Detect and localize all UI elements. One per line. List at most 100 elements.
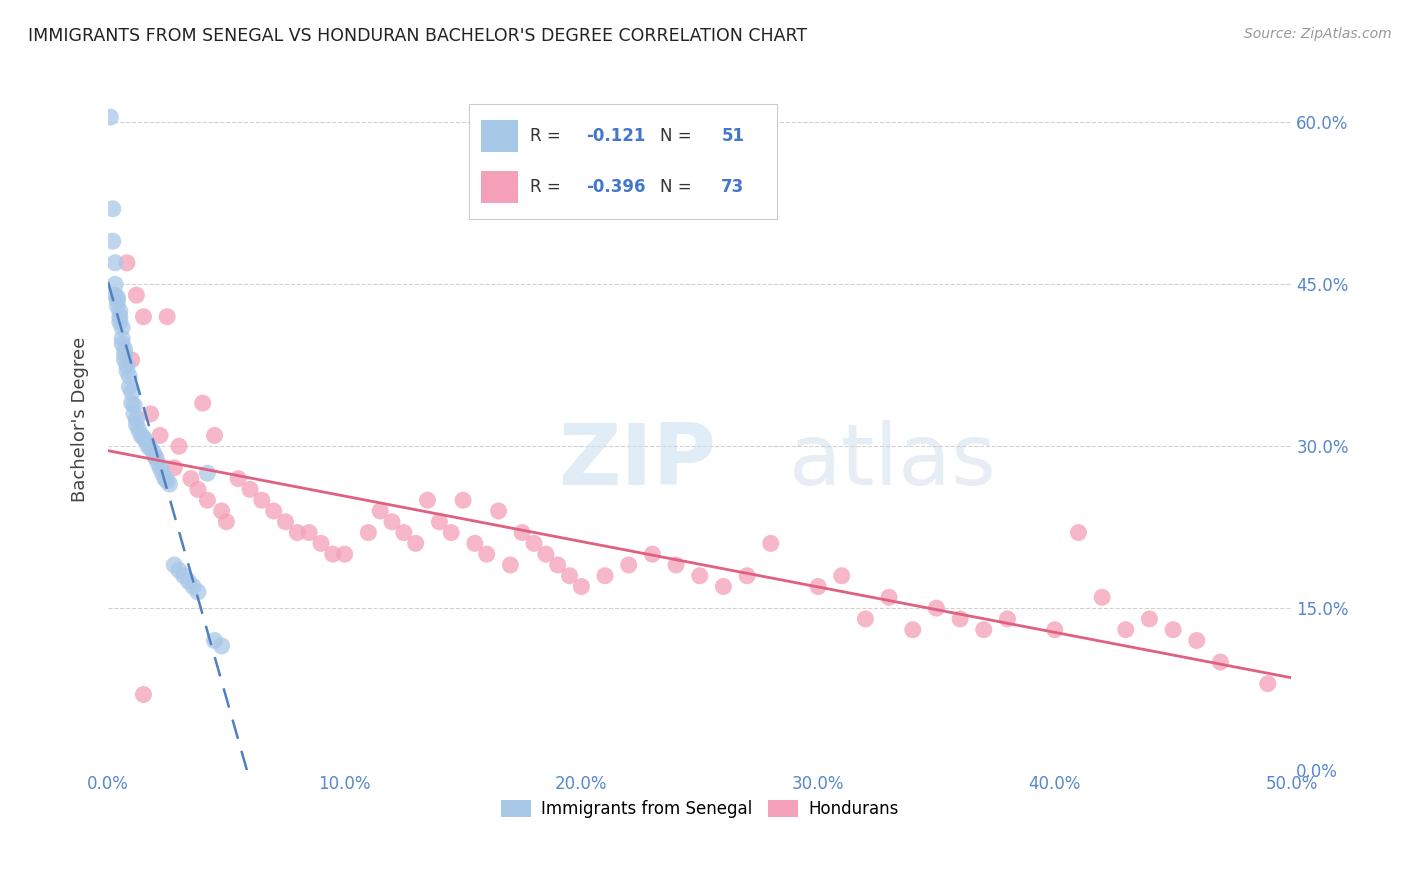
Point <box>263 504 285 518</box>
Point <box>333 547 356 561</box>
Point <box>239 483 262 497</box>
Point <box>107 290 129 304</box>
Point <box>156 474 179 488</box>
Point <box>1115 623 1137 637</box>
Point <box>146 455 169 469</box>
Point <box>104 288 127 302</box>
Point <box>547 558 569 572</box>
Point <box>440 525 463 540</box>
Point <box>108 310 131 324</box>
Point <box>139 442 162 456</box>
Point <box>191 396 214 410</box>
Point <box>153 472 176 486</box>
Point <box>250 493 273 508</box>
Point <box>534 547 557 561</box>
Point <box>111 336 134 351</box>
Point <box>111 320 134 334</box>
Point <box>149 460 172 475</box>
Point <box>136 439 159 453</box>
Point <box>104 277 127 292</box>
Point <box>713 580 735 594</box>
Point <box>121 385 143 400</box>
Point <box>298 525 321 540</box>
Y-axis label: Bachelor's Degree: Bachelor's Degree <box>72 336 89 502</box>
Point <box>101 202 124 216</box>
Point <box>115 256 138 270</box>
Text: IMMIGRANTS FROM SENEGAL VS HONDURAN BACHELOR'S DEGREE CORRELATION CHART: IMMIGRANTS FROM SENEGAL VS HONDURAN BACH… <box>28 27 807 45</box>
Point <box>108 315 131 329</box>
Point <box>368 504 391 518</box>
Point <box>274 515 297 529</box>
Point <box>617 558 640 572</box>
Point <box>132 688 155 702</box>
Point <box>167 563 190 577</box>
Point <box>759 536 782 550</box>
Point <box>204 633 226 648</box>
Point <box>427 515 450 529</box>
Point <box>1139 612 1161 626</box>
Point <box>1161 623 1184 637</box>
Point <box>1067 525 1090 540</box>
Text: atlas: atlas <box>789 420 997 503</box>
Point <box>121 396 143 410</box>
Point <box>167 439 190 453</box>
Point <box>416 493 439 508</box>
Point <box>405 536 427 550</box>
Point <box>641 547 664 561</box>
Point <box>226 472 249 486</box>
Point <box>139 407 162 421</box>
Point <box>114 347 136 361</box>
Point <box>523 536 546 550</box>
Point <box>997 612 1019 626</box>
Point <box>735 568 758 582</box>
Point <box>159 477 181 491</box>
Point <box>111 331 134 345</box>
Point <box>558 568 581 582</box>
Point <box>149 428 172 442</box>
Point <box>125 412 148 426</box>
Point <box>949 612 972 626</box>
Point <box>357 525 380 540</box>
Point <box>1185 633 1208 648</box>
Point <box>1209 655 1232 669</box>
Point <box>901 623 924 637</box>
Point <box>125 417 148 432</box>
Point <box>197 467 219 481</box>
Point <box>187 483 209 497</box>
Point <box>163 558 186 572</box>
Point <box>831 568 853 582</box>
Point <box>807 580 830 594</box>
Point <box>129 428 152 442</box>
Point <box>197 493 219 508</box>
Point <box>118 369 141 384</box>
Point <box>1257 676 1279 690</box>
Legend: Immigrants from Senegal, Hondurans: Immigrants from Senegal, Hondurans <box>494 793 905 825</box>
Point <box>98 110 121 124</box>
Point <box>156 310 179 324</box>
Point <box>309 536 332 550</box>
Point <box>132 431 155 445</box>
Point <box>475 547 498 561</box>
Point <box>510 525 533 540</box>
Point <box>122 398 145 412</box>
Point <box>973 623 995 637</box>
Point <box>152 467 174 481</box>
Point <box>121 352 143 367</box>
Point <box>211 639 233 653</box>
Point <box>855 612 877 626</box>
Point <box>107 293 129 308</box>
Point <box>464 536 486 550</box>
Point <box>499 558 522 572</box>
Point <box>593 568 616 582</box>
Text: Source: ZipAtlas.com: Source: ZipAtlas.com <box>1244 27 1392 41</box>
Point <box>132 310 155 324</box>
Point <box>392 525 415 540</box>
Point <box>204 428 226 442</box>
Point <box>173 568 195 582</box>
Point <box>118 380 141 394</box>
Point <box>143 450 166 464</box>
Point <box>108 304 131 318</box>
Point <box>142 444 165 458</box>
Point <box>1043 623 1066 637</box>
Point <box>135 434 157 448</box>
